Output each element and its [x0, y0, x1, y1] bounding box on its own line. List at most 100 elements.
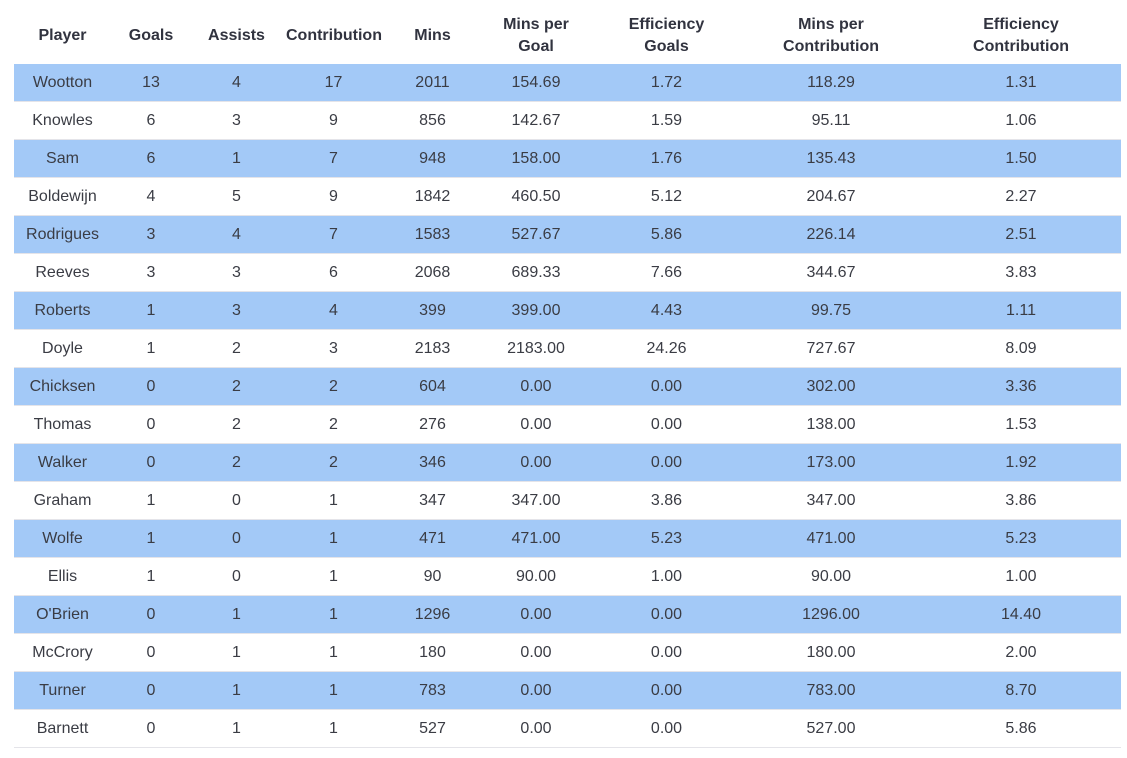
- table-cell: 527.00: [741, 709, 921, 748]
- table-cell: 2: [191, 329, 282, 368]
- table-cell: 302.00: [741, 367, 921, 406]
- table-cell: 346: [385, 443, 480, 482]
- table-cell: 0.00: [480, 671, 592, 710]
- table-cell: 1: [282, 633, 385, 672]
- table-cell: 460.50: [480, 177, 592, 216]
- table-row: Chicksen 0 2 2 604 0.00 0.00 302.00 3.36: [14, 367, 1121, 406]
- table-cell: 5.86: [592, 215, 741, 254]
- table-cell: 2: [282, 367, 385, 406]
- column-header-mins: Mins: [414, 27, 451, 45]
- table-row: Knowles 6 3 9 856 142.67 1.59 95.11 1.06: [14, 101, 1121, 140]
- table-cell: 1: [282, 595, 385, 634]
- table-cell: 3: [191, 291, 282, 330]
- table-cell: 24.26: [592, 329, 741, 368]
- table-cell: 0: [111, 633, 191, 672]
- table-cell: 1: [111, 519, 191, 558]
- table-row: Walker 0 2 2 346 0.00 0.00 173.00 1.92: [14, 443, 1121, 482]
- table-cell: 2011: [385, 64, 480, 102]
- player-name-cell: Sam: [14, 139, 111, 178]
- table-cell: 5.23: [592, 519, 741, 558]
- table-cell: 0: [111, 709, 191, 748]
- table-row: Barnett 0 1 1 527 0.00 0.00 527.00 5.86: [14, 709, 1121, 748]
- player-name-cell: Barnett: [14, 709, 111, 748]
- table-cell: 0.00: [480, 405, 592, 444]
- table-row: Wootton 13 4 17 2011 154.69 1.72 118.29 1.31: [14, 64, 1121, 102]
- table-cell: 2183: [385, 329, 480, 368]
- column-header-player: Player: [38, 27, 87, 45]
- table-cell: 347: [385, 481, 480, 520]
- table-cell: 142.67: [480, 101, 592, 140]
- table-cell: 0: [111, 405, 191, 444]
- table-row: Ellis 1 0 1 90 90.00 1.00 90.00 1.00: [14, 557, 1121, 596]
- player-name-cell: Thomas: [14, 405, 111, 444]
- table-cell: 4: [282, 291, 385, 330]
- table-cell: 948: [385, 139, 480, 178]
- table-cell: 5: [191, 177, 282, 216]
- column-header-goals: Goals: [128, 27, 174, 45]
- table-cell: 0: [111, 367, 191, 406]
- table-cell: 1.53: [921, 405, 1121, 444]
- table-cell: 3: [191, 253, 282, 292]
- table-cell: 1: [282, 519, 385, 558]
- table-cell: 783: [385, 671, 480, 710]
- table-cell: 0.00: [592, 405, 741, 444]
- table-cell: 471.00: [741, 519, 921, 558]
- table-cell: 1: [191, 139, 282, 178]
- table-cell: 226.14: [741, 215, 921, 254]
- table-cell: 1: [191, 595, 282, 634]
- player-name-cell: Graham: [14, 481, 111, 520]
- table-cell: 1.76: [592, 139, 741, 178]
- table-row: Doyle 1 2 3 2183 2183.00 24.26 727.67 8.09: [14, 329, 1121, 368]
- table-cell: 3: [111, 253, 191, 292]
- table-row: O'Brien 0 1 1 1296 0.00 0.00 1296.00 14.40: [14, 595, 1121, 634]
- table-cell: 8.09: [921, 329, 1121, 368]
- player-name-cell: Chicksen: [14, 367, 111, 406]
- table-cell: 1: [111, 291, 191, 330]
- column-header-assists: Assists: [208, 27, 265, 45]
- table-cell: 0: [111, 595, 191, 634]
- player-name-cell: O'Brien: [14, 595, 111, 634]
- table-cell: 527: [385, 709, 480, 748]
- table-cell: 90: [385, 557, 480, 596]
- table-cell: 2183.00: [480, 329, 592, 368]
- player-name-cell: Roberts: [14, 291, 111, 330]
- column-header-contribution: Contribution: [286, 27, 382, 45]
- table-body: Wootton 13 4 17 2011 154.69 1.72 118.29 1.31 Know…: [14, 64, 1121, 748]
- table-cell: 3.86: [921, 481, 1121, 520]
- table-cell: 0.00: [480, 443, 592, 482]
- table-cell: 1.11: [921, 291, 1121, 330]
- player-name-cell: Boldewijn: [14, 177, 111, 216]
- player-name-cell: Doyle: [14, 329, 111, 368]
- table-row: Boldewijn 4 5 9 1842 460.50 5.12 204.67 2.27: [14, 177, 1121, 216]
- player-name-cell: Turner: [14, 671, 111, 710]
- column-header-efficiency-contribution: Efficiency Contribution: [973, 16, 1069, 55]
- table-cell: 6: [111, 139, 191, 178]
- table-cell: 1: [111, 329, 191, 368]
- table-row: Wolfe 1 0 1 471 471.00 5.23 471.00 5.23: [14, 519, 1121, 558]
- table-cell: 1: [191, 671, 282, 710]
- table-cell: 7: [282, 139, 385, 178]
- table-cell: 13: [111, 64, 191, 102]
- table-cell: 3: [111, 215, 191, 254]
- table-cell: 6: [282, 253, 385, 292]
- table-cell: 135.43: [741, 139, 921, 178]
- player-name-cell: Ellis: [14, 557, 111, 596]
- table-cell: 180: [385, 633, 480, 672]
- table-cell: 0.00: [480, 595, 592, 634]
- table-cell: 3.83: [921, 253, 1121, 292]
- table-cell: 99.75: [741, 291, 921, 330]
- table-cell: 1: [191, 633, 282, 672]
- column-header-efficiency-goals: Efficiency Goals: [628, 16, 705, 55]
- player-name-cell: Wolfe: [14, 519, 111, 558]
- table-cell: 2: [191, 367, 282, 406]
- table-cell: 347.00: [480, 481, 592, 520]
- table-cell: 1: [111, 481, 191, 520]
- table-cell: 8.70: [921, 671, 1121, 710]
- table-cell: 1.50: [921, 139, 1121, 178]
- table-cell: 1.31: [921, 64, 1121, 102]
- table-cell: 0.00: [480, 709, 592, 748]
- table-cell: 276: [385, 405, 480, 444]
- table-cell: 1: [282, 709, 385, 748]
- table-cell: 158.00: [480, 139, 592, 178]
- table-cell: 0.00: [592, 367, 741, 406]
